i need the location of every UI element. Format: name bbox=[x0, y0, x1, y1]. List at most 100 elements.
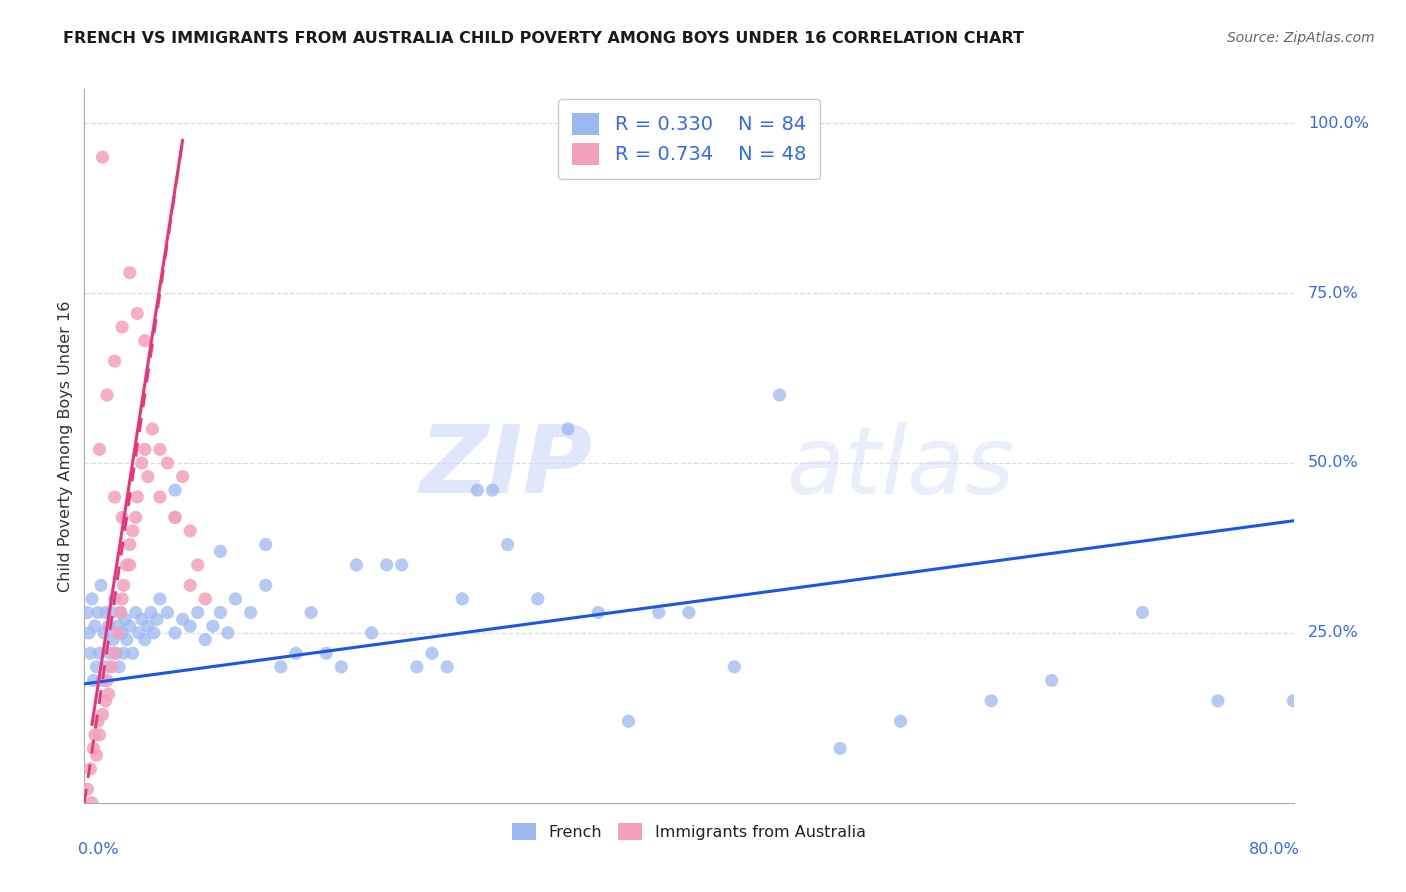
Point bbox=[96, 673, 118, 688]
Point bbox=[121, 646, 143, 660]
Point bbox=[87, 606, 110, 620]
Point bbox=[420, 646, 443, 660]
Point bbox=[118, 558, 141, 572]
Y-axis label: Child Poverty Among Boys Under 16: Child Poverty Among Boys Under 16 bbox=[58, 301, 73, 591]
Point bbox=[769, 388, 792, 402]
Point bbox=[149, 442, 172, 457]
Point bbox=[270, 660, 292, 674]
Point bbox=[91, 673, 114, 688]
Point bbox=[451, 591, 474, 606]
Point bbox=[617, 714, 640, 729]
Point bbox=[225, 591, 247, 606]
Point bbox=[217, 626, 239, 640]
Point bbox=[76, 782, 98, 797]
Point bbox=[90, 578, 112, 592]
Point bbox=[179, 524, 201, 538]
Point bbox=[104, 591, 127, 606]
Point bbox=[136, 469, 159, 483]
Point bbox=[86, 748, 108, 763]
Point bbox=[165, 510, 187, 524]
Point bbox=[110, 606, 132, 620]
Point bbox=[80, 591, 103, 606]
Point bbox=[111, 510, 134, 524]
Point bbox=[84, 619, 107, 633]
Text: 50.0%: 50.0% bbox=[1308, 456, 1358, 470]
Point bbox=[114, 612, 136, 626]
Point bbox=[980, 694, 1002, 708]
Point bbox=[111, 626, 134, 640]
Point bbox=[149, 591, 172, 606]
Point bbox=[101, 632, 124, 647]
Point bbox=[84, 728, 107, 742]
Point bbox=[436, 660, 458, 674]
Point bbox=[115, 632, 138, 647]
Point bbox=[139, 606, 162, 620]
Point bbox=[146, 612, 169, 626]
Point bbox=[406, 660, 429, 674]
Point bbox=[104, 354, 127, 368]
Point bbox=[149, 490, 172, 504]
Point bbox=[1206, 694, 1229, 708]
Point bbox=[115, 558, 138, 572]
Point bbox=[194, 591, 217, 606]
Point bbox=[118, 266, 141, 280]
Point bbox=[97, 619, 120, 633]
Text: 0.0%: 0.0% bbox=[79, 842, 120, 857]
Point bbox=[125, 510, 148, 524]
Point bbox=[118, 619, 141, 633]
Point bbox=[209, 544, 232, 558]
Point bbox=[375, 558, 398, 572]
Point bbox=[82, 673, 104, 688]
Point bbox=[172, 469, 194, 483]
Point bbox=[93, 626, 115, 640]
Point bbox=[134, 632, 156, 647]
Point bbox=[86, 660, 108, 674]
Point bbox=[98, 646, 121, 660]
Point bbox=[136, 619, 159, 633]
Text: 75.0%: 75.0% bbox=[1308, 285, 1358, 301]
Point bbox=[360, 626, 382, 640]
Point bbox=[648, 606, 671, 620]
Point bbox=[94, 694, 117, 708]
Point bbox=[299, 606, 322, 620]
Point bbox=[1282, 694, 1305, 708]
Point bbox=[105, 646, 128, 660]
Point bbox=[96, 388, 118, 402]
Point bbox=[79, 762, 101, 776]
Point bbox=[141, 422, 163, 436]
Point bbox=[107, 626, 129, 640]
Point bbox=[118, 537, 141, 551]
Point bbox=[110, 606, 132, 620]
Point bbox=[107, 619, 129, 633]
Point bbox=[179, 578, 201, 592]
Point bbox=[467, 483, 489, 498]
Point bbox=[588, 606, 610, 620]
Point bbox=[156, 606, 179, 620]
Point bbox=[134, 334, 156, 348]
Point bbox=[100, 606, 122, 620]
Text: FRENCH VS IMMIGRANTS FROM AUSTRALIA CHILD POVERTY AMONG BOYS UNDER 16 CORRELATIO: FRENCH VS IMMIGRANTS FROM AUSTRALIA CHIL… bbox=[63, 31, 1024, 46]
Point bbox=[91, 150, 114, 164]
Point bbox=[678, 606, 700, 620]
Point bbox=[89, 728, 111, 742]
Point bbox=[330, 660, 353, 674]
Point bbox=[142, 626, 165, 640]
Point bbox=[527, 591, 550, 606]
Point bbox=[172, 612, 194, 626]
Point bbox=[94, 606, 117, 620]
Point bbox=[111, 320, 134, 334]
Point bbox=[239, 606, 262, 620]
Point bbox=[96, 660, 118, 674]
Point bbox=[723, 660, 745, 674]
Point bbox=[254, 578, 277, 592]
Point bbox=[108, 660, 131, 674]
Point bbox=[179, 619, 201, 633]
Point bbox=[391, 558, 413, 572]
Point bbox=[890, 714, 912, 729]
Point bbox=[121, 524, 143, 538]
Text: 100.0%: 100.0% bbox=[1308, 116, 1369, 131]
Point bbox=[201, 619, 224, 633]
Point bbox=[112, 578, 135, 592]
Point bbox=[557, 422, 579, 436]
Point bbox=[254, 537, 277, 551]
